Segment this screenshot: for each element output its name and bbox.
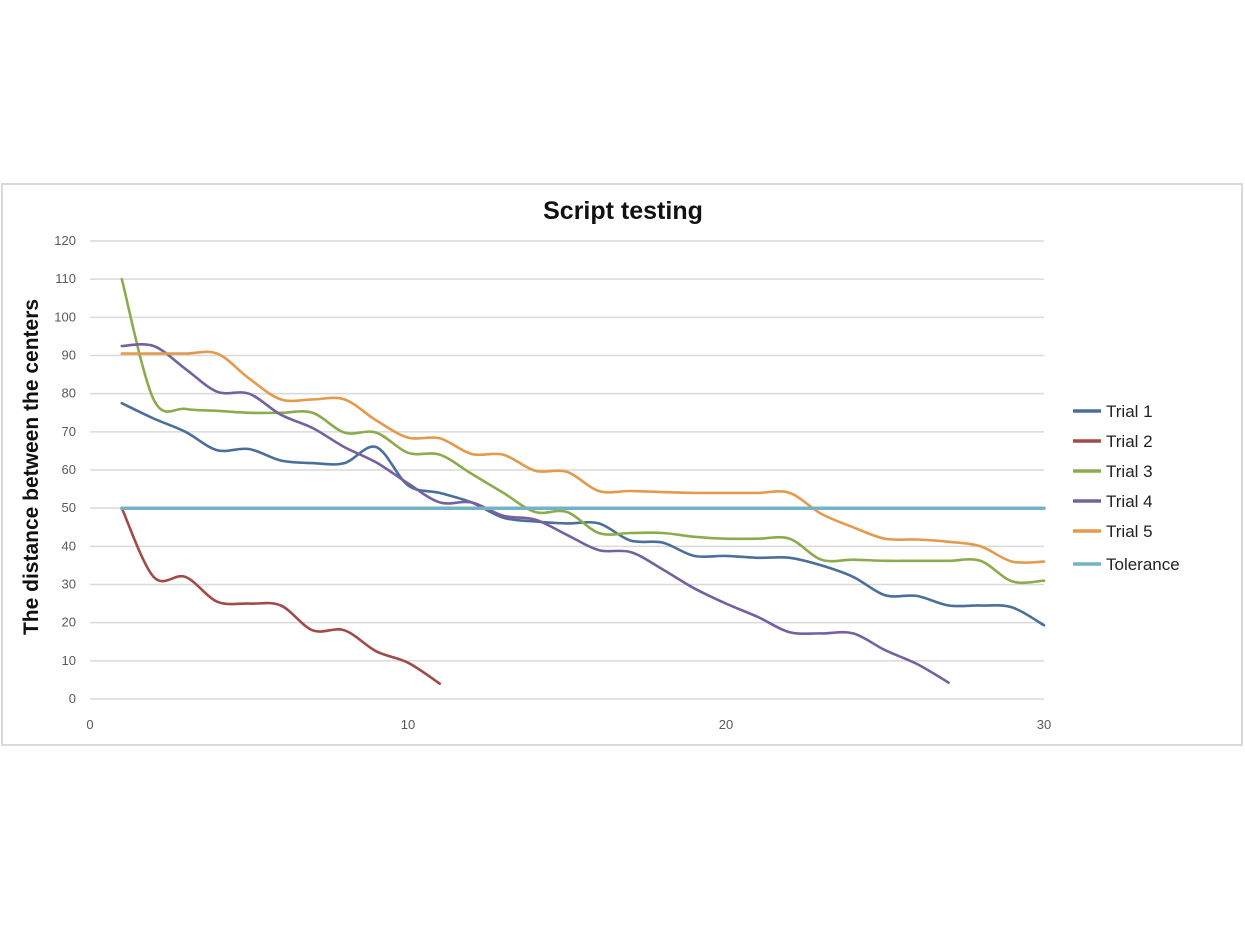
y-tick-label: 120 (54, 233, 76, 248)
y-tick-label: 100 (54, 309, 76, 324)
legend-label-trial-1: Trial 1 (1106, 402, 1153, 421)
chart-frame: Script testing The distance between the … (1, 183, 1243, 746)
gridlines (90, 240, 1044, 700)
y-tick-label: 60 (62, 462, 76, 477)
series-lines (120, 277, 1046, 685)
x-axis-ticks: 0 10 20 30 (86, 717, 1051, 732)
legend-label-trial-2: Trial 2 (1106, 432, 1153, 451)
y-tick-label: 0 (69, 691, 76, 706)
x-tick-label: 20 (719, 717, 733, 732)
y-tick-label: 80 (62, 386, 76, 401)
series-line-trial-3 (120, 277, 1046, 585)
y-tick-label: 90 (62, 348, 76, 363)
legend-label-trial-3: Trial 3 (1106, 462, 1153, 481)
y-tick-label: 50 (62, 500, 76, 515)
y-tick-label: 40 (62, 538, 76, 553)
legend: Trial 1 Trial 2 Trial 3 Trial 4 Trial 5 Toler… (1073, 402, 1180, 574)
series-line-trial-5 (120, 350, 1046, 564)
y-axis-title: The distance between the centers (20, 299, 43, 635)
y-tick-label: 110 (55, 271, 76, 286)
y-axis-ticks: 0 10 20 30 40 50 60 70 80 90 100 110 120 (54, 233, 76, 706)
legend-label-trial-5: Trial 5 (1106, 522, 1153, 541)
y-tick-label: 70 (62, 424, 76, 439)
y-tick-label: 10 (62, 653, 76, 668)
series-line-trial-2 (120, 506, 442, 685)
x-tick-label: 30 (1037, 717, 1051, 732)
x-tick-label: 0 (86, 717, 93, 732)
series-line-trial-1 (120, 401, 1046, 627)
x-tick-label: 10 (401, 717, 415, 732)
legend-label-tolerance: Tolerance (1106, 555, 1180, 574)
y-tick-label: 30 (62, 577, 76, 592)
series-line-trial-4 (120, 342, 950, 684)
line-chart: Script testing The distance between the … (20, 197, 1180, 732)
legend-label-trial-4: Trial 4 (1106, 492, 1153, 511)
chart-title: Script testing (543, 197, 703, 225)
y-tick-label: 20 (62, 615, 76, 630)
